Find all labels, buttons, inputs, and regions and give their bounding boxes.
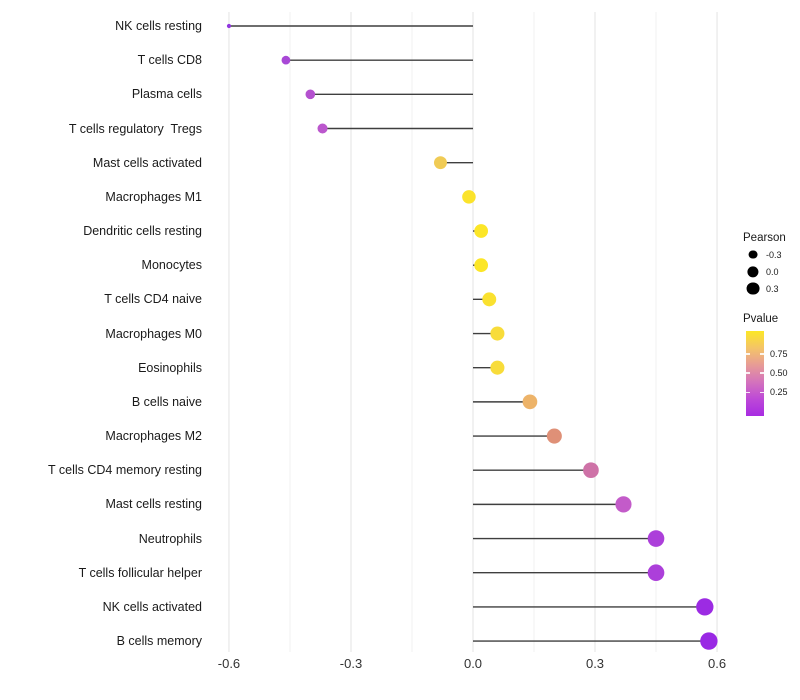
legend: Pearson -0.3 0.0 0.3 Pvalue 0.75 0.50 0.25	[740, 232, 800, 416]
category-label: Mast cells resting	[105, 497, 202, 512]
category-label: Plasma cells	[131, 87, 202, 102]
category-label: NK cells resting	[115, 19, 202, 33]
size-legend-label: 0.3	[766, 283, 779, 294]
size-legend-label: -0.3	[766, 249, 782, 260]
x-tick-label: 0.3	[585, 656, 605, 671]
category-label: NK cells activated	[102, 599, 202, 614]
colorbar-label: 0.25	[770, 387, 788, 398]
size-legend-entry: 0.3	[740, 280, 800, 297]
colorbar-tick	[746, 372, 750, 374]
colorbar-tick	[760, 353, 764, 355]
lollipop-dot	[647, 530, 665, 547]
lollipop-dot	[647, 564, 665, 582]
lollipop-dot	[317, 123, 328, 134]
category-label: Neutrophils	[138, 531, 202, 546]
lollipop-dot	[226, 23, 232, 29]
colorbar-tick	[746, 391, 750, 393]
category-label: B cells memory	[116, 634, 202, 649]
category-label: Macrophages M2	[105, 429, 202, 444]
colorbar-tick	[760, 372, 764, 374]
lollipop-dot	[583, 462, 599, 479]
lollipop-dot	[490, 360, 505, 375]
lollipop-dot	[696, 598, 714, 616]
lollipop-dot	[546, 428, 562, 444]
lollipop-dot	[305, 89, 316, 100]
x-tick-label: -0.3	[339, 656, 363, 671]
size-legend-entry: -0.3	[740, 246, 800, 263]
colorbar-label: 0.50	[770, 368, 788, 379]
size-legend: -0.3 0.0 0.3	[740, 246, 800, 297]
lollipop-dot	[522, 394, 538, 410]
size-legend-entry: 0.0	[740, 263, 800, 280]
lollipop-dot	[433, 156, 447, 170]
pvalue-colorbar	[746, 331, 764, 416]
category-label: T cells CD8	[137, 53, 202, 68]
x-tick-label: -0.6	[217, 656, 241, 671]
lollipop-dot	[490, 326, 505, 341]
category-label: Macrophages M1	[105, 189, 202, 204]
lollipop-dot	[482, 292, 497, 307]
category-label: Mast cells activated	[92, 155, 202, 170]
color-legend: 0.75 0.50 0.25	[746, 331, 800, 416]
lollipop-dot	[281, 55, 291, 65]
lollipop-dot	[700, 632, 718, 650]
category-label: Monocytes	[141, 258, 202, 273]
color-legend-title: Pvalue	[743, 313, 779, 325]
category-label: Eosinophils	[138, 360, 202, 375]
size-legend-dot	[748, 250, 758, 259]
lollipop-dot	[615, 496, 632, 513]
x-tick-label: 0.0	[463, 656, 483, 671]
category-label: T cells follicular helper	[78, 565, 202, 580]
category-label: T cells regulatory Tregs	[68, 121, 202, 136]
colorbar-label: 0.75	[770, 348, 788, 359]
size-legend-label: 0.0	[766, 266, 779, 277]
colorbar-tick	[746, 353, 750, 355]
size-legend-title: Pearson	[743, 232, 786, 244]
size-legend-dot	[746, 282, 760, 295]
category-label: Dendritic cells resting	[83, 224, 202, 239]
category-label: T cells CD4 naive	[104, 292, 202, 307]
lollipop-dot	[474, 258, 489, 273]
size-legend-dot	[747, 265, 759, 278]
category-label: B cells naive	[131, 394, 202, 409]
lollipop-dot	[462, 190, 476, 204]
colorbar-tick	[760, 391, 764, 393]
lollipop-dot	[474, 224, 489, 238]
category-label: T cells CD4 memory resting	[48, 463, 202, 478]
x-tick-label: 0.6	[707, 656, 727, 671]
category-label: Macrophages M0	[105, 326, 202, 341]
